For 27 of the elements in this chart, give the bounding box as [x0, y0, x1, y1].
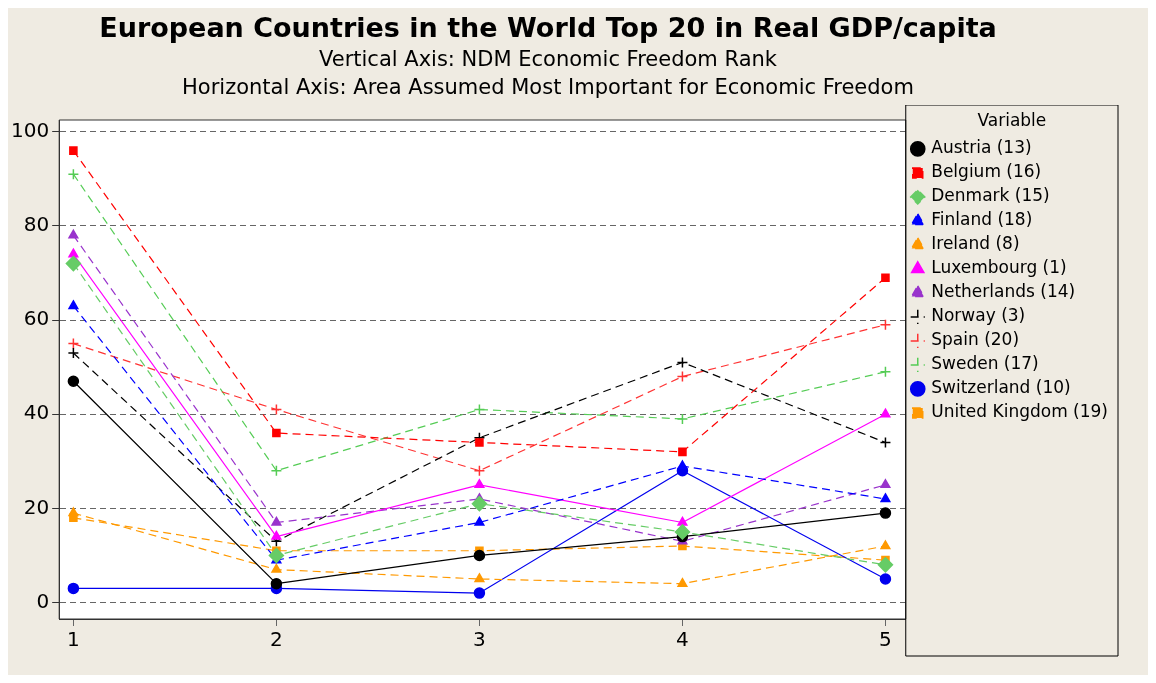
y-tick-label: 20: [23, 494, 50, 519]
legend-label: Finland (18): [931, 209, 1033, 230]
legend-label: Spain (20): [931, 329, 1020, 350]
chart-title: European Countries in the World Top 20 in Real GDP/capita: [98, 11, 998, 43]
x-tick-label: 2: [270, 627, 283, 652]
legend-label: Belgium (16): [931, 161, 1042, 182]
legend-title: Variable: [977, 109, 1047, 130]
legend-label: Switzerland (10): [931, 377, 1071, 398]
y-tick-label: 0: [36, 588, 50, 613]
x-tick-label: 5: [879, 627, 892, 652]
y-tick-label: 60: [23, 306, 50, 331]
y-tick-label: 40: [23, 400, 50, 425]
legend-label: Luxembourg (1): [931, 257, 1067, 278]
legend-label: Ireland (8): [931, 233, 1020, 254]
x-tick-label: 1: [67, 627, 80, 652]
legend-label: Denmark (15): [931, 185, 1050, 206]
y-tick-label: 100: [10, 117, 50, 142]
legend-label: Netherlands (14): [931, 281, 1076, 302]
text: Horizontal Axis: Area Assumed Most Important for Economic Freedom: [181, 75, 915, 99]
legend-label: Norway (3): [931, 305, 1026, 326]
legend-label: Austria (13): [931, 137, 1032, 158]
legend-label: Sweden (17): [931, 353, 1039, 374]
legend-label: United Kingdom (19): [931, 401, 1108, 422]
x-tick-label: 3: [473, 627, 486, 652]
x-tick-label: 4: [676, 627, 689, 652]
y-tick-label: 80: [23, 212, 50, 237]
chart-subtitle: Vertical Axis: NDM Economic Freedom Rank: [318, 47, 778, 71]
